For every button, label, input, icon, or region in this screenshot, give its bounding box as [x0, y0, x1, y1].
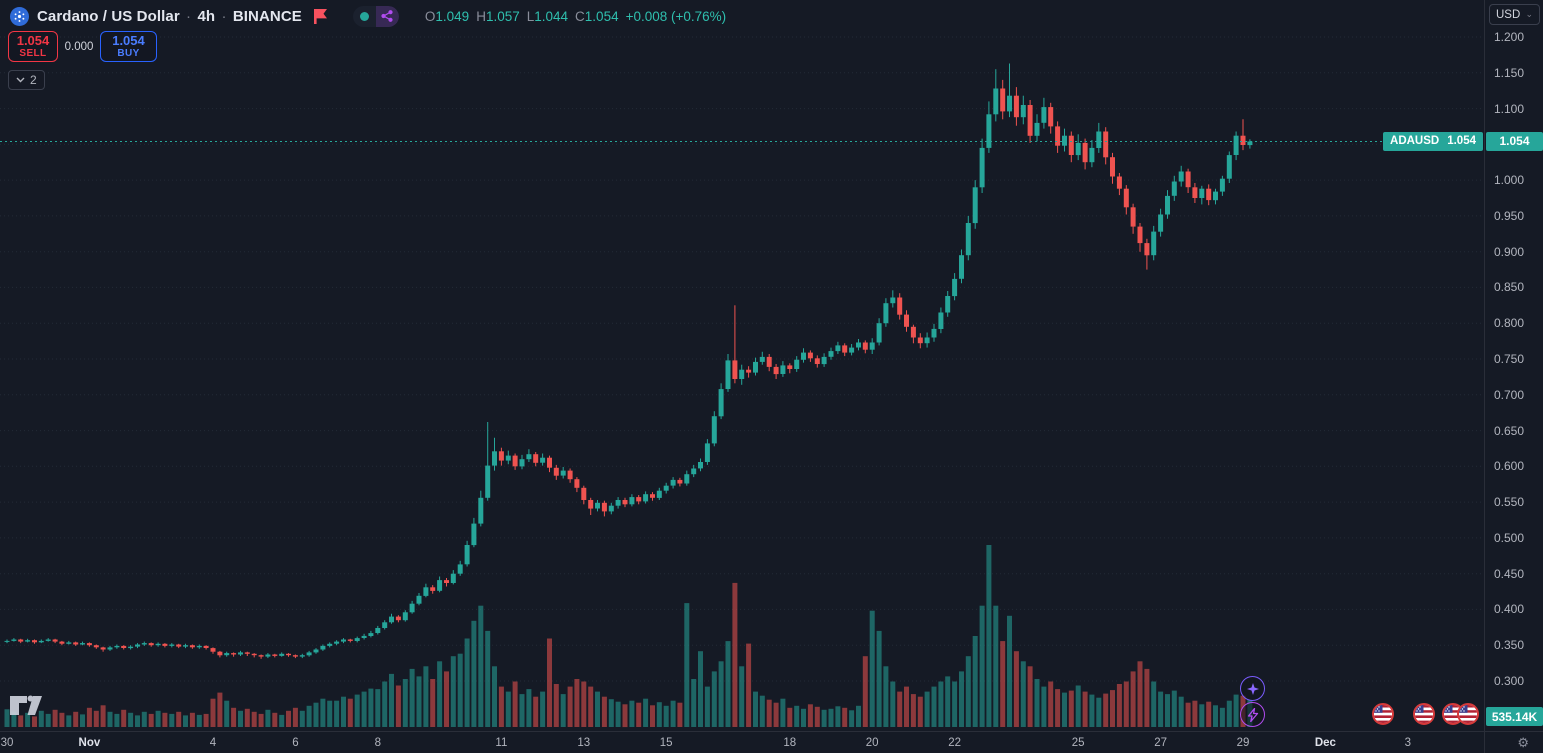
- symbol-name: Cardano / US Dollar: [37, 7, 180, 25]
- tradingview-logo-icon[interactable]: [9, 693, 43, 723]
- us-economic-event-flag-icon[interactable]: [1372, 703, 1395, 725]
- price-tick: 0.900: [1494, 244, 1525, 259]
- low-value: 1.044: [534, 8, 569, 24]
- close-value: 1.054: [584, 8, 619, 24]
- chart-pane[interactable]: ADAUSD 1.054 Cardano / US Dollar · 4h ·: [0, 0, 1484, 731]
- axis-corner-divider: [1484, 732, 1485, 753]
- boost-bolt-button[interactable]: [1240, 702, 1265, 727]
- sparkle-icon: [1246, 682, 1259, 695]
- us-economic-event-flag-icon[interactable]: [1413, 703, 1436, 725]
- price-tick: 0.300: [1494, 674, 1525, 688]
- time-tick: 20: [865, 736, 879, 749]
- symbol-legend[interactable]: Cardano / US Dollar · 4h · BINANCE: [10, 5, 726, 27]
- price-tick: 0.550: [1494, 495, 1525, 510]
- ohlc-readout: O1.049 H1.057 L1.044 C1.054 +0.008 (+0.7…: [424, 8, 727, 24]
- candlestick-chart[interactable]: [0, 0, 1484, 731]
- time-axis[interactable]: 30 Nov 4 6 8 11 13 15 18 20 22 25 27 29 Dec 3 ⚙: [0, 731, 1543, 753]
- price-tick: 0.500: [1494, 530, 1525, 545]
- time-tick: 11: [495, 736, 508, 749]
- buy-price: 1.054: [112, 32, 145, 48]
- price-tick: 0.650: [1494, 423, 1525, 438]
- share-minds-icon[interactable]: [375, 5, 399, 27]
- time-tick: 15: [659, 736, 673, 749]
- price-line-symbol: ADAUSD: [1390, 135, 1440, 148]
- volume-axis-label: 535.14K: [1486, 707, 1543, 726]
- currency-unit-button[interactable]: USD ⌄: [1489, 4, 1540, 25]
- sell-button[interactable]: 1.054 SELL: [8, 31, 58, 62]
- chevron-down-icon: ⌄: [1525, 9, 1533, 19]
- axis-settings-gear-icon[interactable]: ⚙: [1517, 735, 1529, 750]
- status-share-pill[interactable]: [352, 5, 399, 27]
- ai-sparkle-button[interactable]: [1240, 676, 1265, 701]
- price-tick: 1.000: [1494, 173, 1525, 188]
- time-tick: 27: [1154, 736, 1167, 749]
- price-tick: 1.100: [1494, 101, 1525, 116]
- time-tick: 4: [209, 736, 217, 749]
- time-tick: 29: [1236, 736, 1250, 749]
- time-tick: Dec: [1314, 736, 1336, 749]
- currency-label: USD: [1496, 8, 1521, 21]
- buy-button[interactable]: 1.054 BUY: [100, 31, 157, 62]
- time-tick: 13: [577, 736, 591, 749]
- trade-widget: 1.054 SELL 0.000 1.054 BUY: [8, 31, 157, 62]
- indicators-collapse-button[interactable]: 2: [8, 70, 45, 90]
- flag-symbol-icon[interactable]: [313, 8, 327, 24]
- price-axis[interactable]: USD ⌄ 1.200 1.150 1.100 1.000 0.950 0.900 0.85…: [1484, 0, 1543, 731]
- separator-dot: ·: [221, 7, 227, 25]
- us-economic-event-flag-icon[interactable]: [1456, 703, 1479, 725]
- time-tick: 18: [783, 736, 797, 749]
- price-tick: 0.750: [1494, 352, 1525, 366]
- time-tick: 3: [1404, 736, 1411, 749]
- price-tick: 0.450: [1494, 566, 1525, 581]
- time-tick: Nov: [78, 736, 101, 749]
- interval-label[interactable]: 4h: [197, 7, 216, 25]
- market-status-icon[interactable]: [353, 6, 376, 27]
- price-tick: 1.200: [1494, 30, 1525, 44]
- hidden-indicators-count: 2: [30, 73, 37, 87]
- price-tick: 0.600: [1494, 459, 1525, 474]
- time-tick: 6: [292, 736, 299, 749]
- price-tick: 0.850: [1494, 280, 1525, 295]
- high-value: 1.057: [485, 8, 520, 24]
- cardano-logo-icon: [10, 6, 29, 26]
- exchange-label: BINANCE: [232, 7, 302, 25]
- chevron-down-icon: [16, 77, 25, 83]
- open-value: 1.049: [435, 8, 470, 24]
- current-price-label: 1.054: [1486, 131, 1543, 151]
- price-tick: 0.350: [1494, 638, 1525, 653]
- symbol-title[interactable]: Cardano / US Dollar · 4h · BINANCE: [37, 8, 302, 25]
- spread-value: 0.000: [64, 40, 94, 53]
- time-tick: 30: [0, 736, 14, 749]
- price-tick: 0.700: [1494, 387, 1525, 402]
- sell-price: 1.054: [16, 32, 50, 48]
- price-tick: 0.800: [1494, 316, 1525, 331]
- price-line-price: 1.054: [1447, 135, 1476, 148]
- price-line-symbol-label: ADAUSD 1.054: [1383, 131, 1483, 151]
- time-tick: 25: [1071, 736, 1085, 749]
- change-value: +0.008 (+0.76%): [625, 8, 727, 24]
- price-tick: 0.950: [1494, 208, 1525, 223]
- lightning-bolt-icon: [1247, 707, 1258, 722]
- time-tick: 22: [948, 736, 961, 749]
- separator-dot: ·: [186, 7, 192, 25]
- time-tick: 8: [374, 736, 381, 749]
- price-tick: 1.150: [1494, 65, 1525, 80]
- price-tick: 0.400: [1494, 602, 1525, 617]
